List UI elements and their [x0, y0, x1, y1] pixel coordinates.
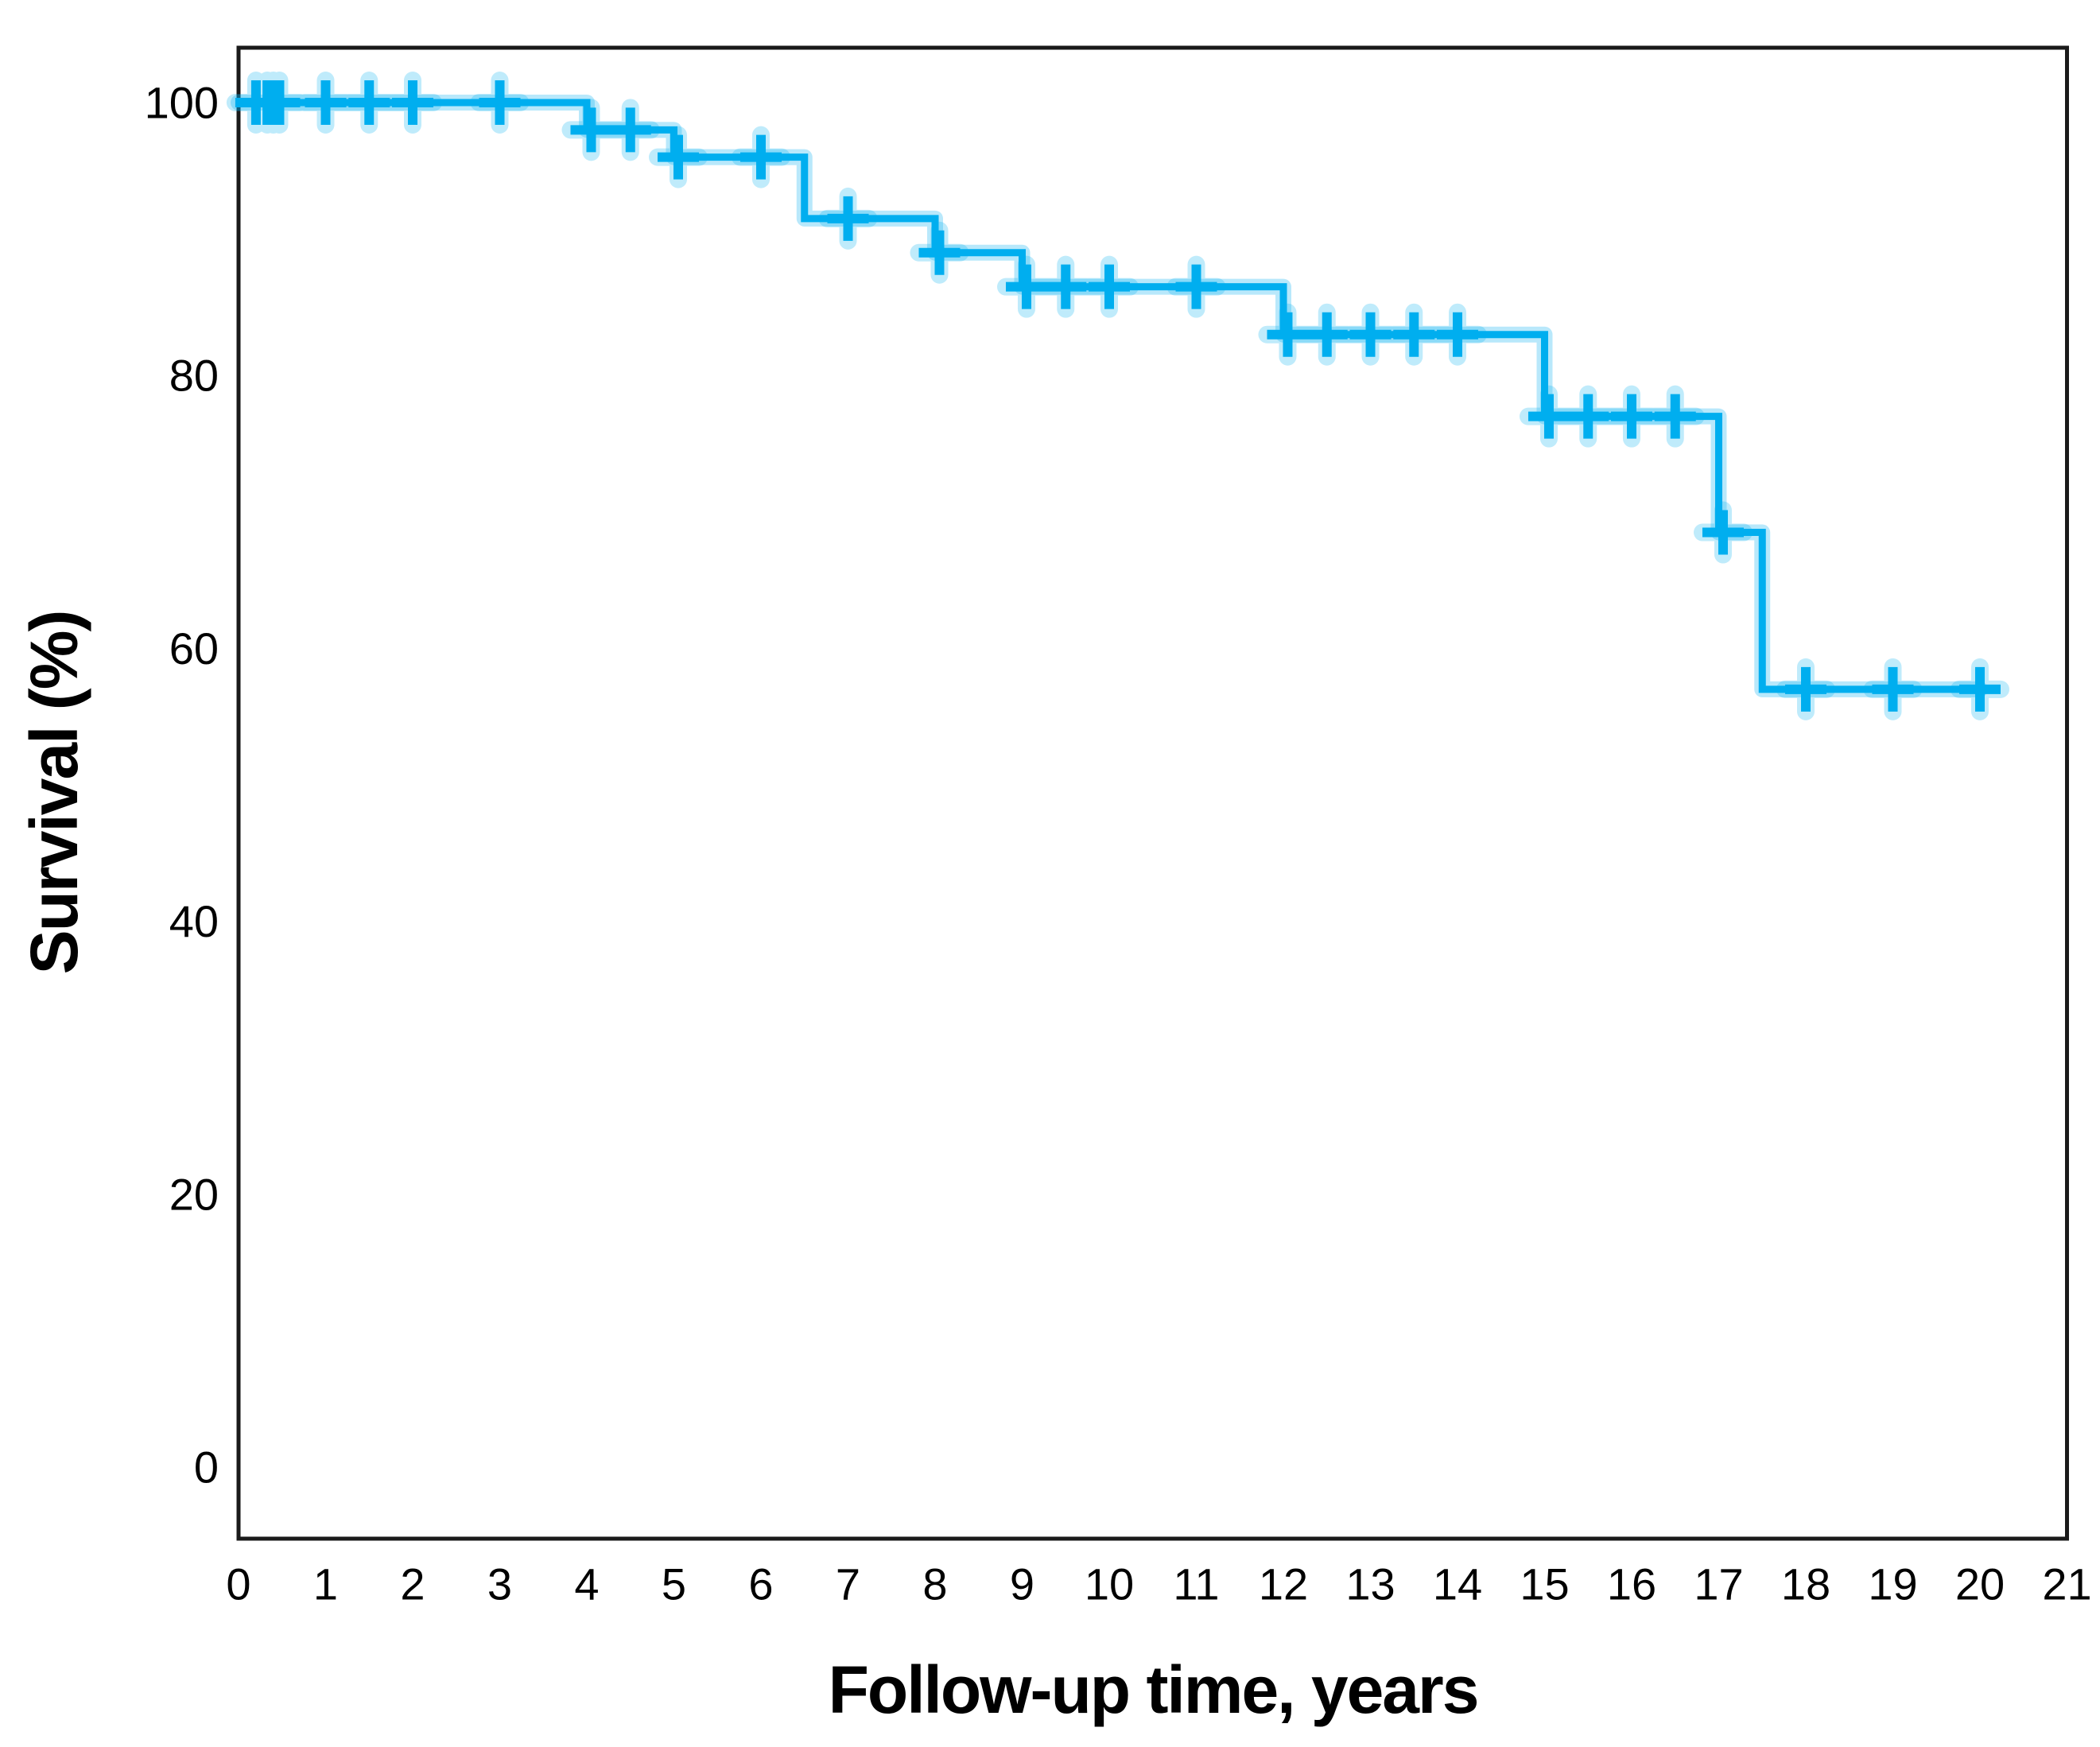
survival-curve-halo	[231, 95, 1988, 697]
x-tick-label-5: 5	[662, 1559, 686, 1609]
x-axis-title: Follow-up time, years	[829, 1652, 1478, 1727]
y-tick-label-0: 0	[194, 1442, 219, 1493]
censor-marks	[235, 80, 2001, 712]
y-tick-label-80: 80	[169, 351, 219, 401]
y-axis-tick-labels: 0 20 40 60 80 100	[145, 78, 219, 1493]
x-tick-label-20: 20	[1955, 1559, 2005, 1609]
x-axis-tick-labels: 0 1 2 3 4 5 6 7 8 9 10 11 12 13 14 15 16 17 18 19 20 21	[226, 1559, 2091, 1609]
x-tick-label-16: 16	[1607, 1559, 1656, 1609]
y-tick-label-20: 20	[169, 1169, 219, 1219]
x-tick-label-14: 14	[1433, 1559, 1482, 1609]
x-tick-label-8: 8	[922, 1559, 947, 1609]
censor-marks-halo	[226, 72, 2009, 720]
x-tick-label-3: 3	[487, 1559, 512, 1609]
survival-curve	[239, 99, 1980, 693]
x-tick-label-4: 4	[574, 1559, 599, 1609]
x-tick-label-15: 15	[1520, 1559, 1569, 1609]
y-tick-label-40: 40	[169, 896, 219, 946]
x-tick-label-10: 10	[1085, 1559, 1134, 1609]
x-tick-label-7: 7	[836, 1559, 860, 1609]
x-tick-label-2: 2	[400, 1559, 425, 1609]
survival-curve-layer	[231, 95, 1988, 697]
x-tick-label-21: 21	[2042, 1559, 2091, 1609]
y-axis-title: Survival (%)	[17, 611, 91, 975]
x-tick-label-17: 17	[1694, 1559, 1743, 1609]
x-tick-label-19: 19	[1868, 1559, 1917, 1609]
censor-marks-layer	[226, 72, 2009, 720]
x-tick-label-12: 12	[1259, 1559, 1308, 1609]
x-tick-label-1: 1	[313, 1559, 338, 1609]
x-tick-label-11: 11	[1173, 1559, 1219, 1609]
x-tick-label-6: 6	[748, 1559, 773, 1609]
x-tick-label-18: 18	[1781, 1559, 1830, 1609]
x-tick-label-0: 0	[226, 1559, 250, 1609]
y-tick-label-60: 60	[169, 623, 219, 674]
y-tick-label-100: 100	[145, 78, 219, 128]
x-tick-label-13: 13	[1345, 1559, 1395, 1609]
plot-border-box	[236, 45, 2069, 1541]
x-tick-label-9: 9	[1010, 1559, 1034, 1609]
